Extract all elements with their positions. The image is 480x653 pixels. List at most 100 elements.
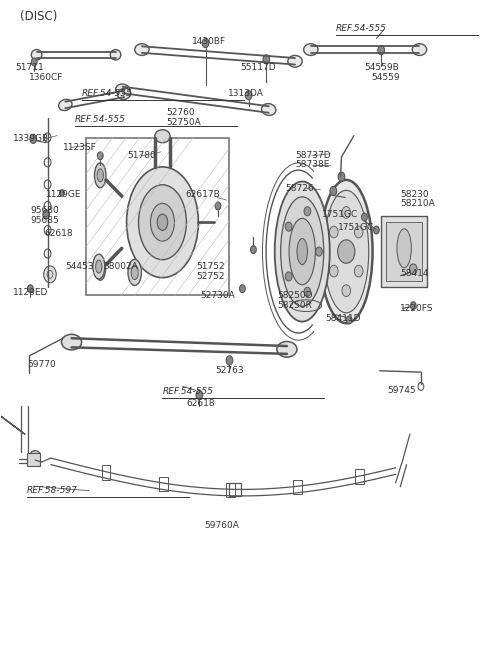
Circle shape [240,285,245,293]
Circle shape [338,172,345,181]
Ellipse shape [397,229,411,268]
Ellipse shape [151,203,174,241]
Circle shape [251,246,256,253]
Circle shape [60,189,64,196]
Circle shape [378,46,384,55]
Text: 62618: 62618 [45,229,73,238]
Ellipse shape [262,104,276,116]
Bar [293,480,302,494]
Ellipse shape [97,263,103,275]
Ellipse shape [116,84,130,96]
Ellipse shape [95,258,106,280]
Text: 1123SF: 1123SF [63,143,96,151]
Circle shape [43,210,49,219]
Circle shape [31,58,37,66]
Text: 95680: 95680 [30,206,59,215]
Ellipse shape [412,44,427,56]
Ellipse shape [96,260,102,273]
Circle shape [361,213,367,221]
Ellipse shape [93,254,105,279]
Text: 58726: 58726 [286,184,314,193]
Circle shape [285,272,292,281]
Text: 1339GB: 1339GB [12,135,49,144]
Circle shape [245,91,252,100]
Text: REF.54-555: REF.54-555 [162,387,213,396]
Text: 51711: 51711 [15,63,44,72]
Ellipse shape [289,218,315,285]
Ellipse shape [135,44,149,56]
Bar [159,477,168,491]
Text: 95685: 95685 [30,215,59,225]
Text: 58414: 58414 [400,268,429,278]
Text: 38002A: 38002A [104,262,138,271]
Text: 58738E: 58738E [295,161,329,169]
Text: 58250D: 58250D [277,291,313,300]
Text: 52763: 52763 [215,366,244,375]
Circle shape [215,202,221,210]
Bar [86,138,228,295]
Ellipse shape [281,197,324,306]
Text: 59760A: 59760A [204,520,239,530]
Ellipse shape [118,88,131,99]
Bar [226,483,235,497]
Circle shape [196,390,203,400]
Circle shape [373,226,379,234]
Ellipse shape [131,265,138,279]
Ellipse shape [320,180,372,323]
Circle shape [329,226,338,238]
Text: 54559: 54559 [372,73,400,82]
Circle shape [342,285,350,296]
Ellipse shape [110,50,121,60]
Circle shape [30,135,36,144]
Ellipse shape [288,56,302,67]
Ellipse shape [59,99,72,110]
Ellipse shape [275,182,330,322]
Text: 1360CF: 1360CF [29,73,64,82]
Circle shape [409,264,417,274]
Bar [27,453,40,466]
Text: 1430BF: 1430BF [192,37,226,46]
Text: 52760: 52760 [166,108,194,118]
Circle shape [27,285,33,293]
Text: REF.58-597: REF.58-597 [27,486,78,495]
Circle shape [202,39,209,48]
Text: 1751GC: 1751GC [338,223,374,232]
Text: 55117D: 55117D [240,63,276,72]
Text: REF.54-555: REF.54-555 [336,24,386,33]
Circle shape [44,266,56,283]
Circle shape [337,240,355,263]
Circle shape [263,55,270,64]
Ellipse shape [297,238,308,264]
Circle shape [346,316,352,324]
Text: 52750A: 52750A [166,118,201,127]
Bar [102,465,110,479]
Text: REF.54-555: REF.54-555 [75,115,126,124]
Text: 58411D: 58411D [325,314,360,323]
Ellipse shape [31,50,42,60]
Text: 51752: 51752 [196,262,225,271]
Text: 59770: 59770 [27,360,56,369]
Bar [386,222,422,281]
Text: 52752: 52752 [196,272,225,281]
Bar [355,470,364,484]
Bar [229,483,241,496]
Text: 58230: 58230 [400,191,429,199]
Text: 1129ED: 1129ED [12,288,48,297]
Circle shape [226,356,233,365]
Ellipse shape [128,259,142,285]
Ellipse shape [277,342,297,357]
Text: 51780: 51780 [128,151,156,160]
Circle shape [97,152,103,160]
Text: REF.54-555: REF.54-555 [82,89,133,98]
Circle shape [304,207,311,216]
Ellipse shape [304,44,318,56]
Text: 1129GE: 1129GE [46,191,82,199]
Text: 59745: 59745 [387,386,416,395]
Circle shape [330,186,336,195]
Text: 58210A: 58210A [400,200,435,208]
Circle shape [410,302,416,310]
Circle shape [354,226,363,238]
Ellipse shape [97,169,103,182]
Text: 1220FS: 1220FS [400,304,434,313]
Text: 54453: 54453 [65,262,94,271]
